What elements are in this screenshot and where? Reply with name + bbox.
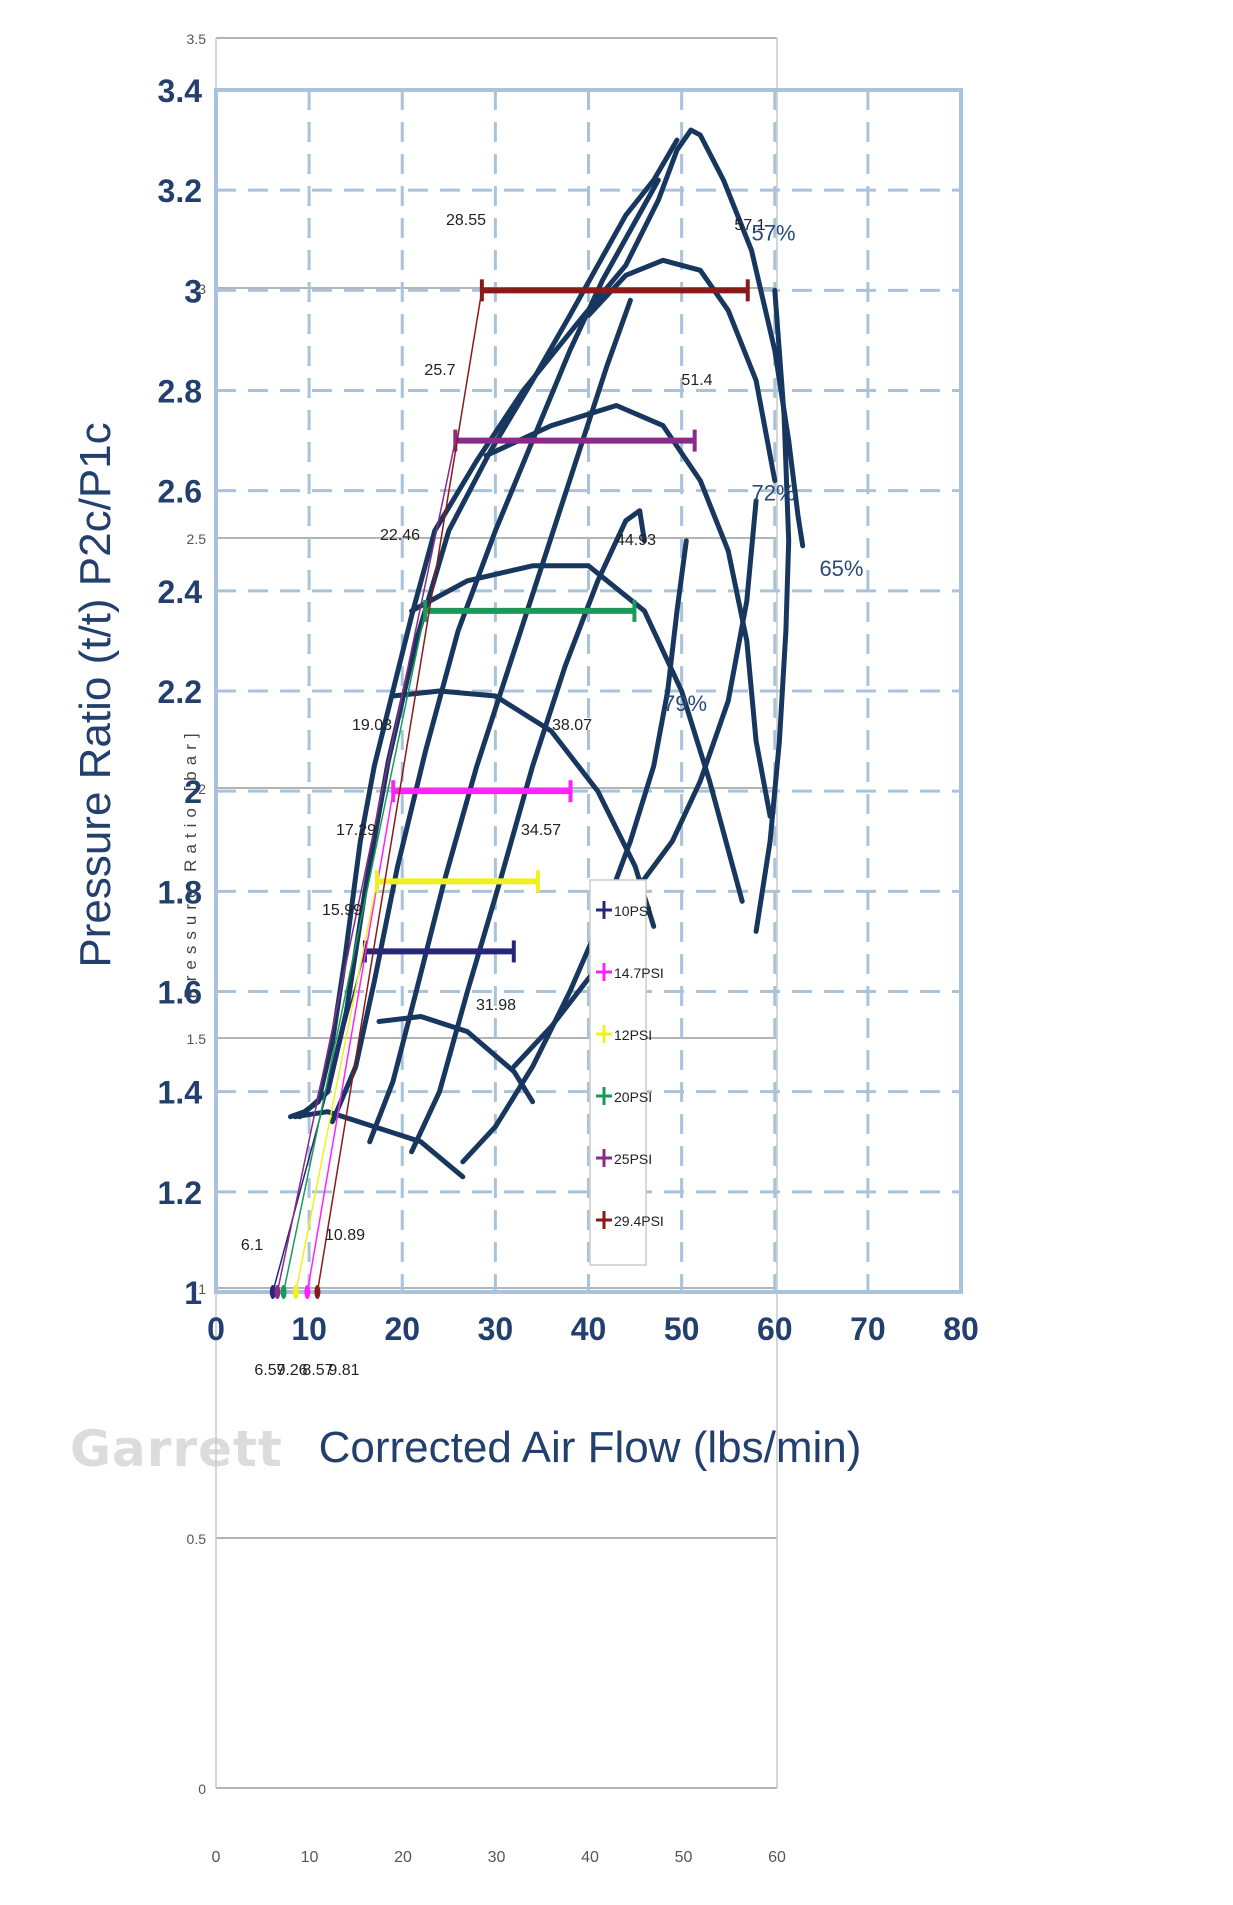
overlay-y-tick-label: 3 (198, 281, 206, 297)
boost-base-marker (314, 1285, 321, 1299)
overlay-x-tick-label: 60 (768, 1849, 786, 1866)
overlay-y-tick-label: 1 (198, 1281, 206, 1297)
main-y-tick-label: 2.2 (158, 674, 202, 710)
boost-diagonal-line (295, 881, 378, 1293)
main-x-tick-label: 60 (757, 1311, 793, 1347)
legend-label: 25PSI (614, 1151, 652, 1167)
overlay-y-tick-label: 1.5 (187, 1031, 207, 1047)
overlay-y-tick-label: 0 (198, 1781, 206, 1797)
boost-max-flow-label: 44.93 (616, 532, 656, 549)
efficiency-label: 72% (751, 481, 795, 506)
boost-max-flow-label: 38.07 (552, 717, 592, 734)
overlay-x-tick-label: 0 (212, 1849, 221, 1866)
main-x-tick-label: 50 (664, 1311, 700, 1347)
overlay-x-tick-label: 30 (488, 1849, 506, 1866)
efficiency-label: 79% (663, 691, 707, 716)
legend-label: 29.4PSI (614, 1213, 664, 1229)
main-y-tick-label: 3.4 (158, 73, 203, 109)
boost-diagonal-line (282, 610, 426, 1293)
overlay-x-tick-label: 20 (394, 1849, 412, 1866)
legend-box (589, 879, 647, 1266)
map-speed-line (586, 257, 778, 484)
boost-base-marker (292, 1285, 299, 1299)
map-speed-line (483, 403, 773, 819)
boost-diagonal-line (306, 791, 394, 1293)
overlay-x-tick-label: 40 (581, 1849, 599, 1866)
map-efficiency-island (460, 538, 689, 1165)
main-y-tick-label: 2.4 (158, 574, 203, 610)
boost-base-marker (274, 1285, 281, 1299)
main-y-tick-label: 2 (184, 774, 202, 810)
efficiency-label: 65% (819, 556, 863, 581)
boost-max-flow-label: 34.57 (521, 822, 561, 839)
overlay-y-tick-label: 3.5 (187, 31, 207, 47)
overlay-y-tick-label: 2 (198, 781, 206, 797)
overlay-x-tick-label: 10 (301, 1849, 319, 1866)
boost-base-marker (304, 1285, 311, 1299)
main-y-tick-label: 1.8 (158, 874, 202, 910)
boost-base-marker (269, 1285, 276, 1299)
map-efficiency-island (511, 498, 759, 1070)
map-efficiency-island (297, 137, 680, 1120)
base-flow-label: 8.57 (302, 1362, 333, 1379)
overlay-y-axis-title: Pressure Ratio [bar] (181, 727, 200, 998)
main-x-axis-title: Corrected Air Flow (lbs/min) (319, 1423, 862, 1472)
legend-label: 12PSI (614, 1027, 652, 1043)
boost-min-flow-label: 19.03 (352, 717, 392, 734)
main-y-tick-label: 1 (184, 1275, 202, 1311)
main-x-tick-label: 20 (384, 1311, 420, 1347)
main-x-tick-label: 0 (207, 1311, 225, 1347)
map-surge-line (288, 127, 806, 1120)
legend-label: 20PSI (614, 1089, 652, 1105)
main-y-tick-label: 2.6 (158, 474, 202, 510)
main-y-axis-title: Pressure Ratio (t/t) P2c/P1c (71, 422, 120, 967)
main-y-tick-label: 2.8 (158, 374, 202, 410)
main-y-tick-label: 1.6 (158, 975, 202, 1011)
main-x-tick-label: 80 (943, 1311, 979, 1347)
base-flow-label: 7.26 (276, 1362, 307, 1379)
boost-min-flow-label: 28.55 (446, 212, 486, 229)
main-y-tick-label: 1.2 (158, 1175, 202, 1211)
boost-max-flow-label: 51.4 (681, 372, 712, 389)
legend-label: 10PSI (614, 903, 652, 919)
boost-min-flow-label: 15.99 (322, 902, 362, 919)
base-flow-label: 6.59 (254, 1362, 285, 1379)
garrett-logo: Garrett (70, 1420, 283, 1478)
boost-min-flow-label: 25.7 (424, 362, 455, 379)
main-x-tick-label: 70 (850, 1311, 886, 1347)
overlay-y-tick-label: 2.5 (187, 531, 207, 547)
main-x-tick-label: 10 (291, 1311, 327, 1347)
efficiency-label: 57% (751, 220, 795, 245)
main-x-tick-label: 30 (478, 1311, 514, 1347)
boost-diagonal-line (316, 290, 483, 1293)
main-y-tick-label: 3.2 (158, 173, 202, 209)
map-efficiency-island (329, 177, 661, 1125)
main-y-tick-label: 1.4 (158, 1075, 203, 1111)
base-flow-label: 9.81 (328, 1362, 359, 1379)
base-flow-label: 6.1 (241, 1237, 263, 1254)
main-plot-border (214, 88, 963, 1294)
boost-min-flow-label: 17.29 (336, 822, 376, 839)
main-y-tick-label: 3 (184, 273, 202, 309)
legend-label: 14.7PSI (614, 965, 664, 981)
boost-max-flow-label: 57.1 (734, 217, 765, 234)
overlay-x-tick-label: 50 (675, 1849, 693, 1866)
main-x-tick-label: 40 (571, 1311, 607, 1347)
overlay-y-tick-label: 0.5 (187, 1531, 207, 1547)
boost-diagonal-line (276, 440, 457, 1293)
boost-min-flow-label: 22.46 (380, 527, 420, 544)
map-efficiency-island (367, 297, 633, 1145)
map-choke-line (753, 287, 792, 934)
base-flow-label: 10.89 (325, 1227, 365, 1244)
map-efficiency-island (409, 508, 647, 1155)
boost-max-flow-label: 31.98 (476, 997, 516, 1014)
boost-base-marker (280, 1285, 287, 1299)
